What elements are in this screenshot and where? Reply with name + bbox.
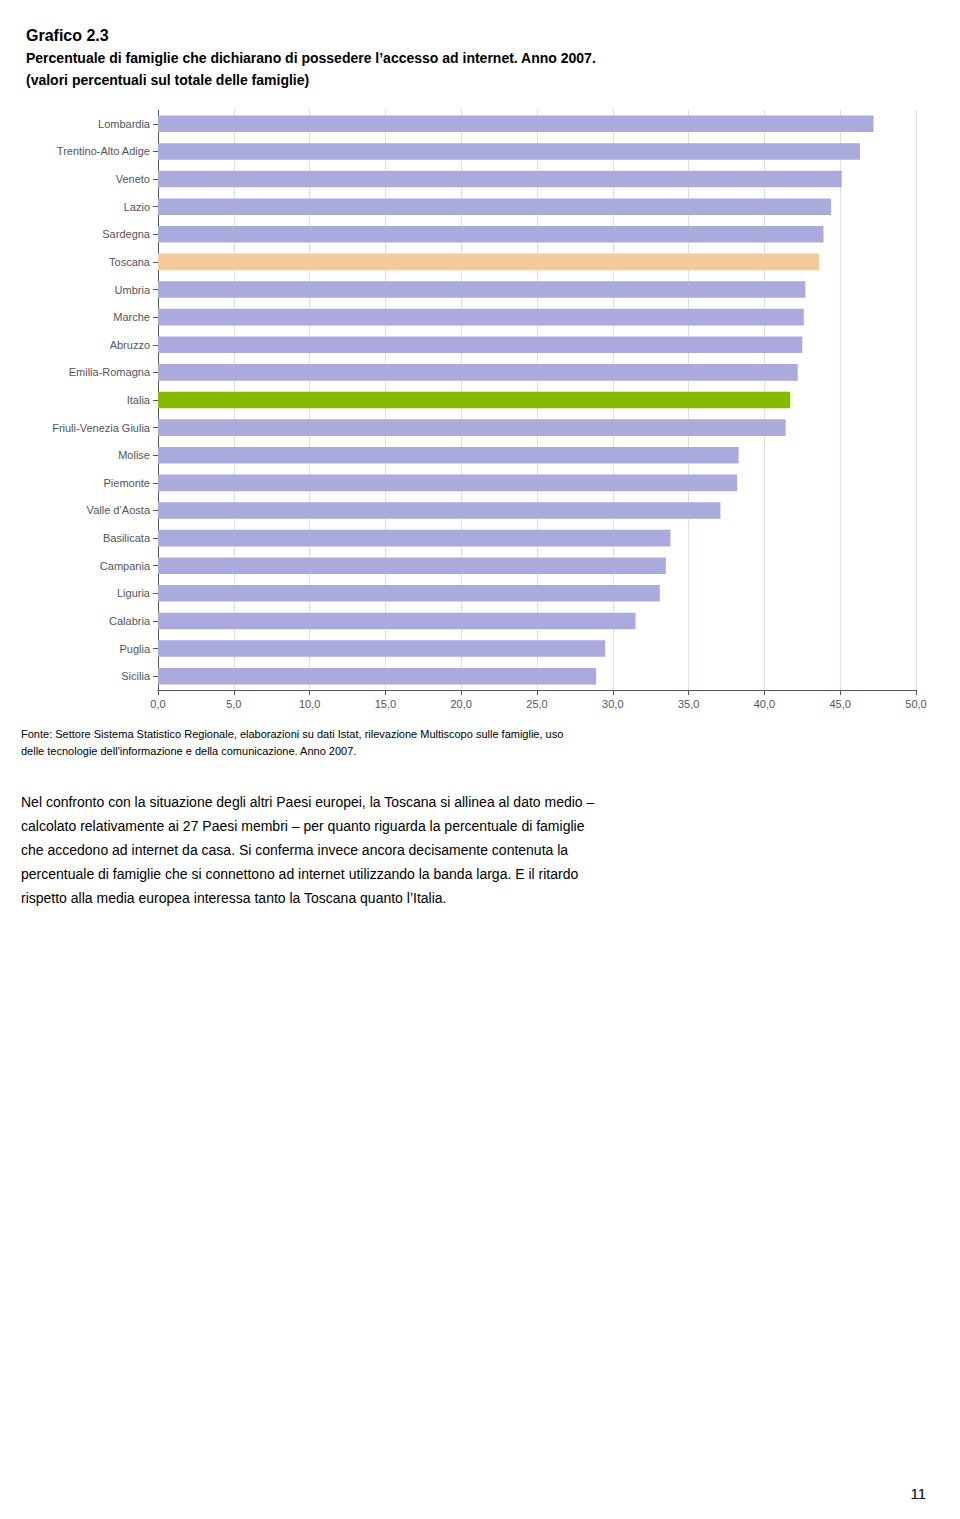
svg-text:Fonte: Settore Sistema Statist: Fonte: Settore Sistema Statistico Region… [21, 728, 563, 740]
svg-text:Basilicata: Basilicata [103, 532, 151, 544]
svg-text:Lombardia: Lombardia [98, 118, 151, 130]
svg-text:35,0: 35,0 [678, 698, 699, 710]
svg-text:Lazio: Lazio [124, 201, 150, 213]
svg-text:Abruzzo: Abruzzo [110, 339, 150, 351]
svg-text:Veneto: Veneto [116, 173, 150, 185]
svg-text:Sicilia: Sicilia [121, 670, 151, 682]
svg-text:10,0: 10,0 [299, 698, 320, 710]
svg-text:Puglia: Puglia [119, 643, 150, 655]
svg-text:Emilia-Romagna: Emilia-Romagna [69, 366, 151, 378]
svg-text:Molise: Molise [118, 449, 150, 461]
svg-text:30,0: 30,0 [602, 698, 623, 710]
svg-text:Marche: Marche [113, 311, 150, 323]
svg-text:50,0: 50,0 [905, 698, 926, 710]
svg-text:Nel confronto con la situazion: Nel confronto con la situazione degli al… [21, 794, 595, 810]
svg-text:Piemonte: Piemonte [104, 477, 150, 489]
svg-text:calcolato relativamente ai 27: calcolato relativamente ai 27 Paesi memb… [21, 818, 585, 834]
svg-text:40,0: 40,0 [754, 698, 775, 710]
svg-text:Calabria: Calabria [109, 615, 151, 627]
svg-text:11: 11 [910, 1485, 926, 1502]
svg-text:percentuale di famiglie che si: percentuale di famiglie che si connetton… [21, 866, 578, 882]
svg-text:5,0: 5,0 [226, 698, 241, 710]
svg-text:45,0: 45,0 [829, 698, 850, 710]
svg-text:0,0: 0,0 [150, 698, 165, 710]
svg-text:Trentino-Alto Adige: Trentino-Alto Adige [57, 145, 150, 157]
svg-text:(valori percentuali sul totale: (valori percentuali sul totale delle fam… [26, 72, 309, 88]
svg-text:25,0: 25,0 [526, 698, 547, 710]
svg-text:15,0: 15,0 [375, 698, 396, 710]
svg-text:Toscana: Toscana [109, 256, 151, 268]
svg-text:Percentuale di famiglie che di: Percentuale di famiglie che dichiarano d… [26, 50, 596, 66]
svg-text:20,0: 20,0 [450, 698, 471, 710]
svg-text:Liguria: Liguria [117, 587, 151, 599]
svg-text:rispetto alla media europea in: rispetto alla media europea interessa ta… [21, 890, 446, 906]
svg-text:Sardegna: Sardegna [102, 228, 151, 240]
svg-text:che accedono ad internet da ca: che accedono ad internet da casa. Si con… [21, 842, 568, 858]
svg-text:Italia: Italia [127, 394, 151, 406]
svg-text:Valle d’Aosta: Valle d’Aosta [87, 504, 151, 516]
svg-text:Grafico 2.3: Grafico 2.3 [26, 27, 109, 44]
svg-text:Friuli-Venezia Giulia: Friuli-Venezia Giulia [52, 422, 151, 434]
svg-text:Umbria: Umbria [115, 284, 151, 296]
svg-text:delle tecnologie dell'informaz: delle tecnologie dell'informazione e del… [21, 745, 356, 757]
svg-text:Campania: Campania [100, 560, 151, 572]
